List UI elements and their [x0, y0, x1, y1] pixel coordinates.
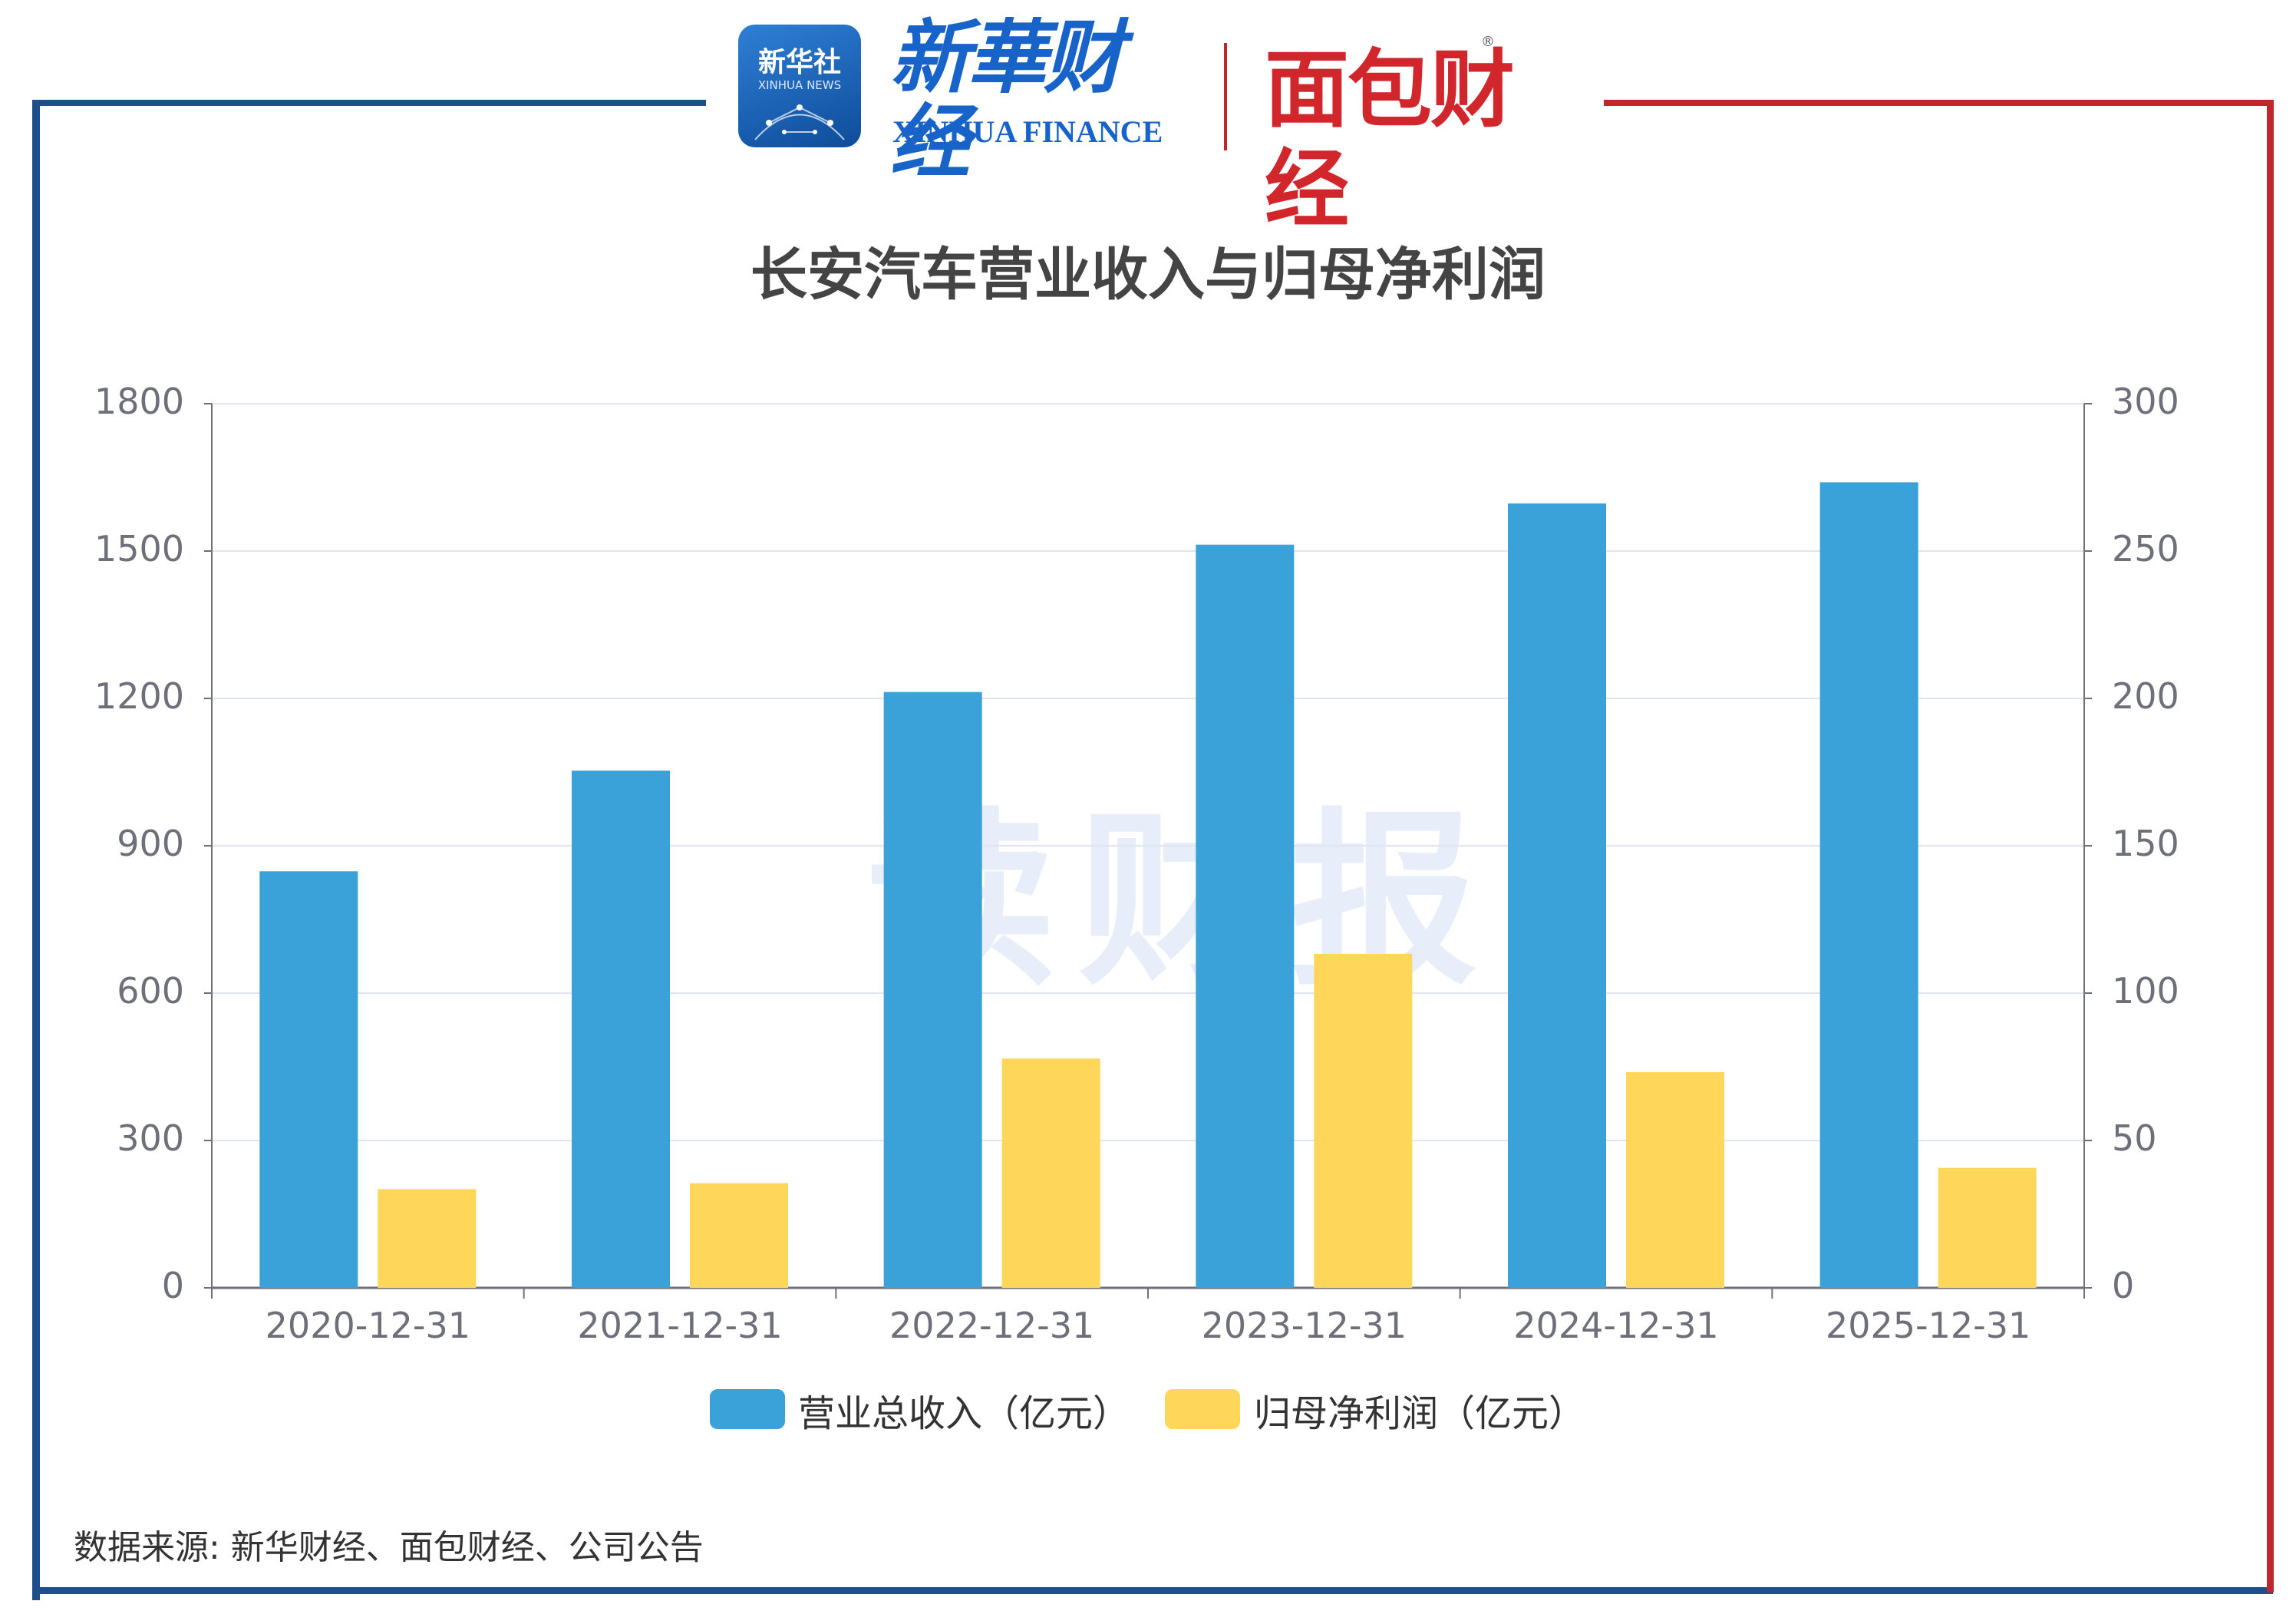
x-tick-label: 2021-12-31	[577, 1305, 783, 1346]
y-left-tick-label: 1200	[94, 675, 184, 717]
y-left-tick-label: 900	[117, 823, 184, 864]
x-tick-label: 2022-12-31	[889, 1305, 1095, 1346]
legend-swatch-profit[interactable]	[1165, 1389, 1240, 1429]
chart-title: 长安汽车营业收入与归母净利润	[750, 242, 1546, 308]
bar-revenue	[883, 692, 982, 1288]
frame-top-right-border	[1604, 100, 2273, 106]
xinhua-news-logo-subtext: XINHUA NEWS	[757, 78, 842, 92]
xinhua-news-logo: 新华社 XINHUA NEWS	[738, 25, 861, 147]
legend-swatch-revenue[interactable]	[710, 1389, 785, 1429]
legend-label-revenue[interactable]: 营业总收入（亿元）	[798, 1392, 1130, 1435]
bar-revenue	[1819, 482, 1918, 1288]
frame-right-border	[2267, 100, 2274, 1593]
y-right-tick-label: 200	[2112, 675, 2179, 717]
bar-profit	[378, 1189, 477, 1288]
x-tick-label: 2025-12-31	[1825, 1305, 2031, 1346]
legend-label-profit[interactable]: 归母净利润（亿元）	[1254, 1392, 1586, 1435]
y-left-tick-label: 600	[117, 970, 184, 1012]
bar-profit	[1938, 1167, 2037, 1288]
y-right-tick-label: 250	[2112, 528, 2179, 569]
y-right-tick-label: 150	[2112, 823, 2179, 864]
frame-bottom-border	[32, 1587, 2273, 1594]
bar-revenue	[572, 771, 670, 1288]
x-tick-label: 2024-12-31	[1513, 1305, 1719, 1346]
mianbao-finance-logo: 面包财经	[1265, 41, 1515, 239]
logo-divider	[1224, 43, 1227, 150]
frame-left-border	[32, 100, 40, 1600]
frame-top-left-border	[32, 100, 706, 106]
y-left-tick-label: 1500	[94, 528, 184, 569]
bar-revenue	[1196, 544, 1295, 1288]
y-right-tick-label: 50	[2112, 1117, 2157, 1159]
y-left-tick-label: 1800	[94, 381, 184, 422]
y-right-tick-label: 100	[2112, 970, 2179, 1012]
y-left-tick-label: 0	[161, 1265, 184, 1306]
xinhua-finance-logo-en: XINHUA FINANCE	[892, 114, 1163, 149]
bar-profit	[1626, 1071, 1724, 1288]
registered-mark: ®	[1481, 34, 1495, 50]
y-right-tick-label: 0	[2112, 1265, 2135, 1306]
bar-profit	[1001, 1058, 1100, 1288]
bar-profit	[690, 1183, 788, 1288]
xinhua-news-logo-text: 新华社	[757, 47, 841, 78]
bar-profit	[1314, 953, 1413, 1288]
bar-revenue	[1508, 503, 1606, 1288]
x-tick-label: 2023-12-31	[1201, 1305, 1407, 1346]
xinhua-finance-logo-cn: 新華财经	[890, 10, 1123, 189]
data-source-note: 数据来源: 新华财经、面包财经、公司公告	[74, 1528, 704, 1567]
x-tick-label: 2020-12-31	[265, 1305, 470, 1346]
y-right-tick-label: 300	[2112, 381, 2179, 422]
bar-revenue	[259, 871, 358, 1288]
network-icon	[754, 104, 845, 140]
y-left-tick-label: 300	[117, 1117, 184, 1159]
